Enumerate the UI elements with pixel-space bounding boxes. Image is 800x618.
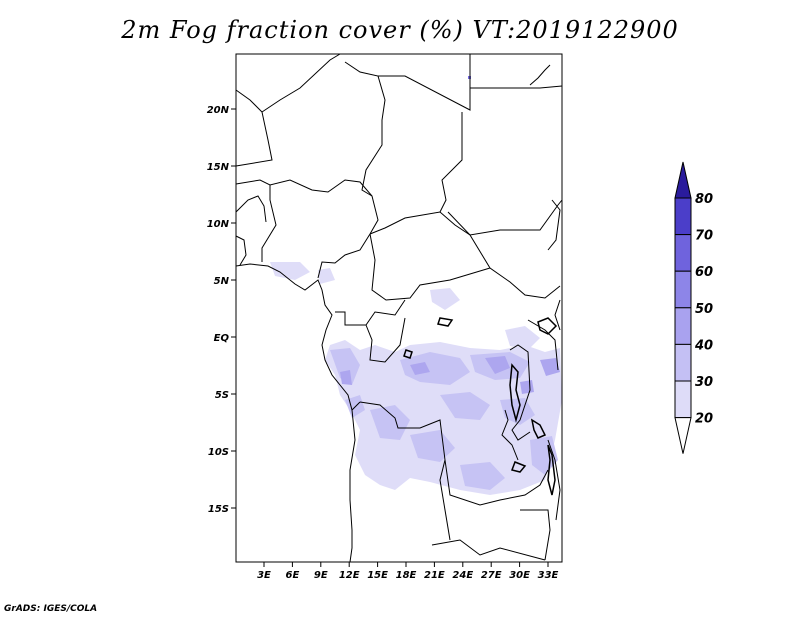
lon-tick-label: 12E	[339, 570, 360, 581]
colorbar-segment	[674, 343, 692, 382]
colorbar-label: 50	[695, 302, 713, 317]
lon-tick-label: 33E	[538, 570, 559, 581]
lat-tick-label: 15N	[207, 162, 230, 173]
fog-shading	[270, 76, 562, 495]
colorbar-bottom-arrow	[674, 417, 692, 454]
lon-tick-label: 24E	[452, 570, 473, 581]
lon-tick-label: 9E	[314, 570, 328, 581]
grads-credit: GrADS: IGES/COLA	[4, 604, 98, 614]
map-title: 2m Fog fraction cover (%) VT:2019122900	[121, 16, 679, 44]
colorbar-label: 60	[695, 265, 713, 280]
lat-tick-label: 15S	[208, 504, 229, 515]
colorbar-top-arrow	[674, 161, 692, 199]
plot-frame	[235, 53, 563, 563]
colorbar-segment	[674, 197, 692, 236]
lon-tick-label: 3E	[257, 570, 271, 581]
lakes	[403, 317, 558, 496]
colorbar-label: 30	[695, 375, 713, 390]
lat-tick-label: 10S	[208, 447, 229, 458]
lat-tick-label: 20N	[207, 105, 230, 116]
colorbar-segment	[674, 234, 692, 272]
lat-tick-label: 5N	[214, 276, 230, 287]
lon-tick-label: 6E	[286, 570, 300, 581]
colorbar-segment	[674, 307, 692, 345]
colorbar: 20 30 40 50 60 70 80	[674, 161, 713, 454]
colorbar-segment	[674, 380, 692, 419]
lat-tick-label: EQ	[214, 333, 230, 344]
lon-tick-label: 18E	[396, 570, 417, 581]
lon-tick-label: 27E	[481, 570, 502, 581]
colorbar-label: 40	[694, 338, 713, 353]
lon-tick-label: 15E	[367, 570, 388, 581]
country-borders	[235, 53, 563, 563]
lat-tick-label: 5S	[215, 390, 229, 401]
colorbar-segment	[674, 270, 692, 309]
colorbar-label: 70	[695, 229, 713, 244]
lat-tick-label: 10N	[207, 219, 230, 230]
colorbar-label: 20	[695, 412, 713, 427]
axis-ticks: 3E 6E 9E 12E 15E 18E 21E 24E 27E 30E 33E 20N 15N 10N 5…	[207, 105, 559, 581]
lon-tick-label: 30E	[509, 570, 530, 581]
colorbar-label: 80	[695, 192, 713, 207]
lon-tick-label: 21E	[424, 570, 445, 581]
